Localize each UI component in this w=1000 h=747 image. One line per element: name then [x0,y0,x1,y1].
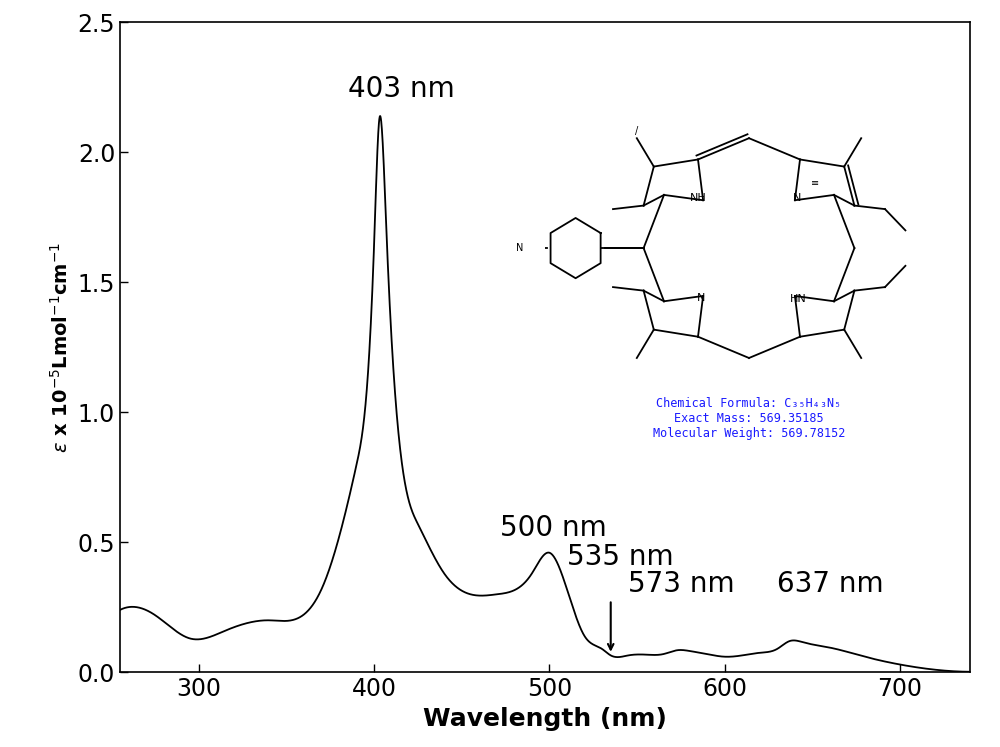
Text: 637 nm: 637 nm [777,570,884,598]
Text: 403 nm: 403 nm [348,75,455,103]
X-axis label: Wavelength (nm): Wavelength (nm) [423,707,667,731]
Text: 500 nm: 500 nm [500,515,607,542]
Text: 535 nm: 535 nm [567,543,674,571]
Text: 573 nm: 573 nm [628,570,735,598]
Y-axis label: $\varepsilon$ x 10$^{-5}$Lmol$^{-1}$cm$^{-1}$: $\varepsilon$ x 10$^{-5}$Lmol$^{-1}$cm$^… [50,242,72,453]
